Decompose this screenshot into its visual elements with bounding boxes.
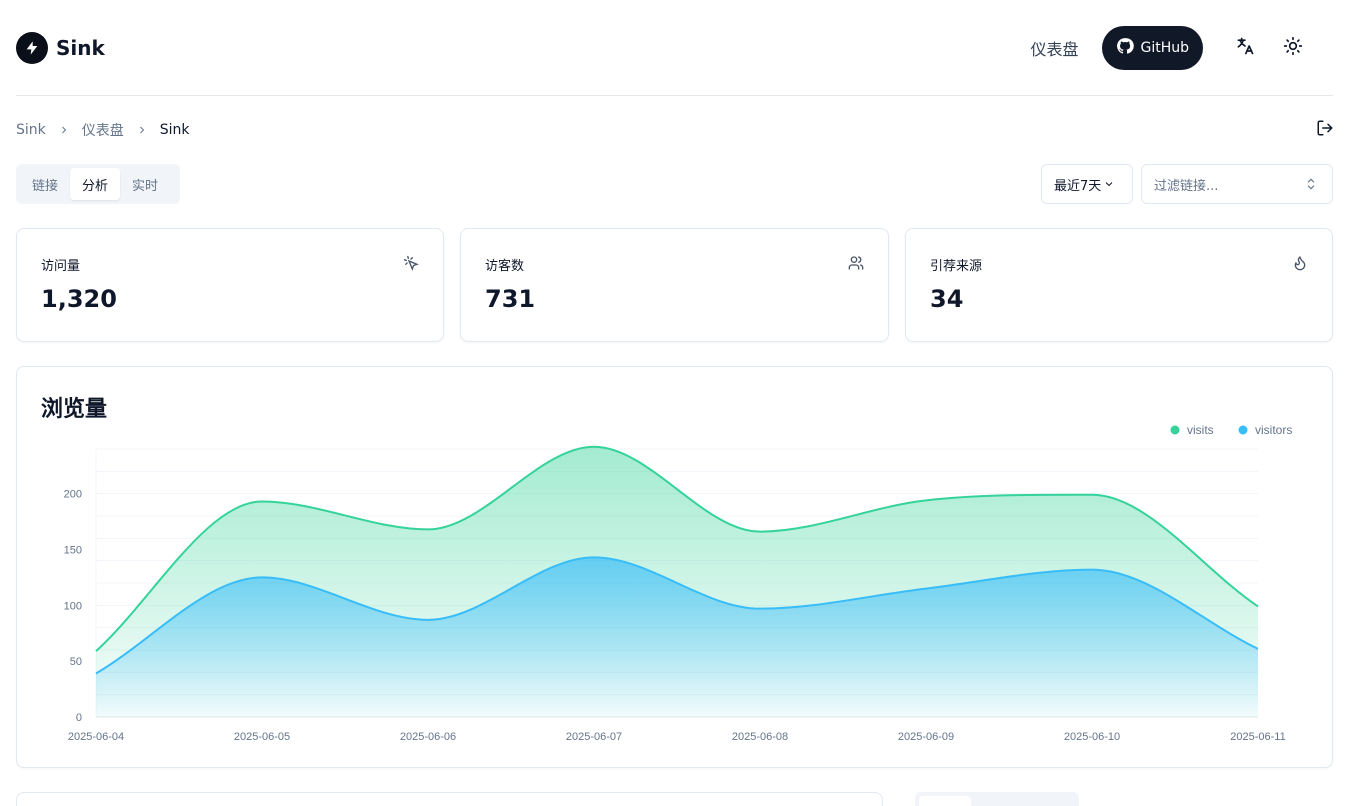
github-icon bbox=[1116, 37, 1135, 59]
sun-icon bbox=[1283, 36, 1303, 60]
stat-value: 731 bbox=[485, 285, 536, 313]
date-range-select[interactable]: 最近7天 bbox=[1041, 164, 1133, 204]
translate-icon bbox=[1235, 36, 1255, 60]
bottom-tabs bbox=[915, 792, 1079, 806]
bottom-tab-active[interactable] bbox=[919, 796, 971, 806]
legend-swatch bbox=[1238, 425, 1248, 435]
stat-label: 访客数 bbox=[485, 259, 525, 274]
translate-button[interactable] bbox=[1229, 32, 1261, 64]
tab-realtime[interactable]: 实时 bbox=[132, 178, 159, 194]
visits-line bbox=[95, 445, 1259, 652]
chevron-right-icon bbox=[58, 124, 70, 136]
chart-title: 浏览量 bbox=[41, 397, 108, 422]
chevron-down-icon bbox=[1103, 178, 1115, 190]
chevron-right-icon bbox=[136, 124, 148, 136]
users-icon bbox=[848, 255, 864, 271]
x-tick-label: 2025-06-06 bbox=[400, 731, 456, 743]
header-actions: 仪表盘 GitHub bbox=[1030, 26, 1321, 70]
link-filter-placeholder: 过滤链接... bbox=[1154, 178, 1219, 194]
cursor-click-icon bbox=[403, 255, 419, 271]
tab-links[interactable]: 链接 bbox=[32, 178, 59, 194]
x-tick-label: 2025-06-11 bbox=[1230, 731, 1285, 743]
lightning-icon bbox=[16, 32, 48, 64]
stat-card-referrers: 引荐来源 34 bbox=[905, 228, 1333, 342]
y-tick-label: 100 bbox=[64, 600, 82, 612]
x-tick-label: 2025-06-05 bbox=[234, 731, 290, 743]
pageviews-area-chart: 0 50 100 150 200 2025-06-04 2025-06-05 2025-06-… bbox=[64, 423, 1293, 743]
legend-label: visits bbox=[1187, 423, 1214, 437]
x-tick-label: 2025-06-10 bbox=[1064, 731, 1120, 743]
y-tick-label: 0 bbox=[76, 712, 82, 724]
x-tick-label: 2025-06-07 bbox=[566, 731, 622, 743]
stat-card-visitors: 访客数 731 bbox=[460, 228, 889, 342]
github-label: GitHub bbox=[1140, 40, 1189, 56]
breadcrumb-item-dashboard[interactable]: 仪表盘 bbox=[81, 123, 124, 139]
brand-logo[interactable]: Sink bbox=[16, 32, 105, 64]
logout-icon[interactable] bbox=[1316, 119, 1334, 137]
link-filter-combobox[interactable]: 过滤链接... bbox=[1141, 164, 1333, 204]
stat-value: 1,320 bbox=[41, 285, 117, 313]
x-tick-label: 2025-06-09 bbox=[898, 731, 954, 743]
legend-label: visitors bbox=[1255, 423, 1292, 437]
github-button[interactable]: GitHub bbox=[1102, 26, 1203, 70]
brand-name: Sink bbox=[56, 36, 105, 60]
x-tick-label: 2025-06-08 bbox=[732, 731, 788, 743]
visitors-line bbox=[95, 556, 1259, 675]
date-range-label: 最近7天 bbox=[1054, 178, 1102, 194]
view-tabs: 链接 分析 实时 bbox=[16, 164, 180, 204]
flame-icon bbox=[1292, 255, 1308, 271]
stat-label: 引荐来源 bbox=[930, 259, 983, 274]
stat-card-visits: 访问量 1,320 bbox=[16, 228, 444, 342]
chevrons-up-down-icon bbox=[1304, 177, 1318, 195]
top-header: Sink 仪表盘 GitHub bbox=[16, 0, 1333, 96]
pageviews-chart-card: 浏览量 0 50 100 150 200 2025-06-04 2025-06-05 2025… bbox=[16, 366, 1333, 768]
visitors-area bbox=[96, 557, 1258, 717]
y-tick-label: 200 bbox=[64, 489, 82, 501]
x-tick-label: 2025-06-04 bbox=[68, 731, 124, 743]
locations-card bbox=[16, 792, 883, 806]
legend-swatch bbox=[1170, 425, 1180, 435]
theme-toggle-button[interactable] bbox=[1277, 32, 1309, 64]
tab-analysis[interactable]: 分析 bbox=[70, 168, 121, 200]
y-tick-label: 150 bbox=[64, 545, 82, 557]
stat-label: 访问量 bbox=[41, 259, 81, 274]
stat-value: 34 bbox=[930, 285, 964, 313]
breadcrumb-item-home[interactable]: Sink bbox=[16, 122, 46, 138]
breadcrumb: Sink 仪表盘 Sink bbox=[16, 120, 190, 140]
breadcrumb-item-current: Sink bbox=[159, 122, 190, 138]
nav-dashboard-link[interactable]: 仪表盘 bbox=[1030, 40, 1079, 59]
y-tick-label: 50 bbox=[70, 656, 82, 668]
